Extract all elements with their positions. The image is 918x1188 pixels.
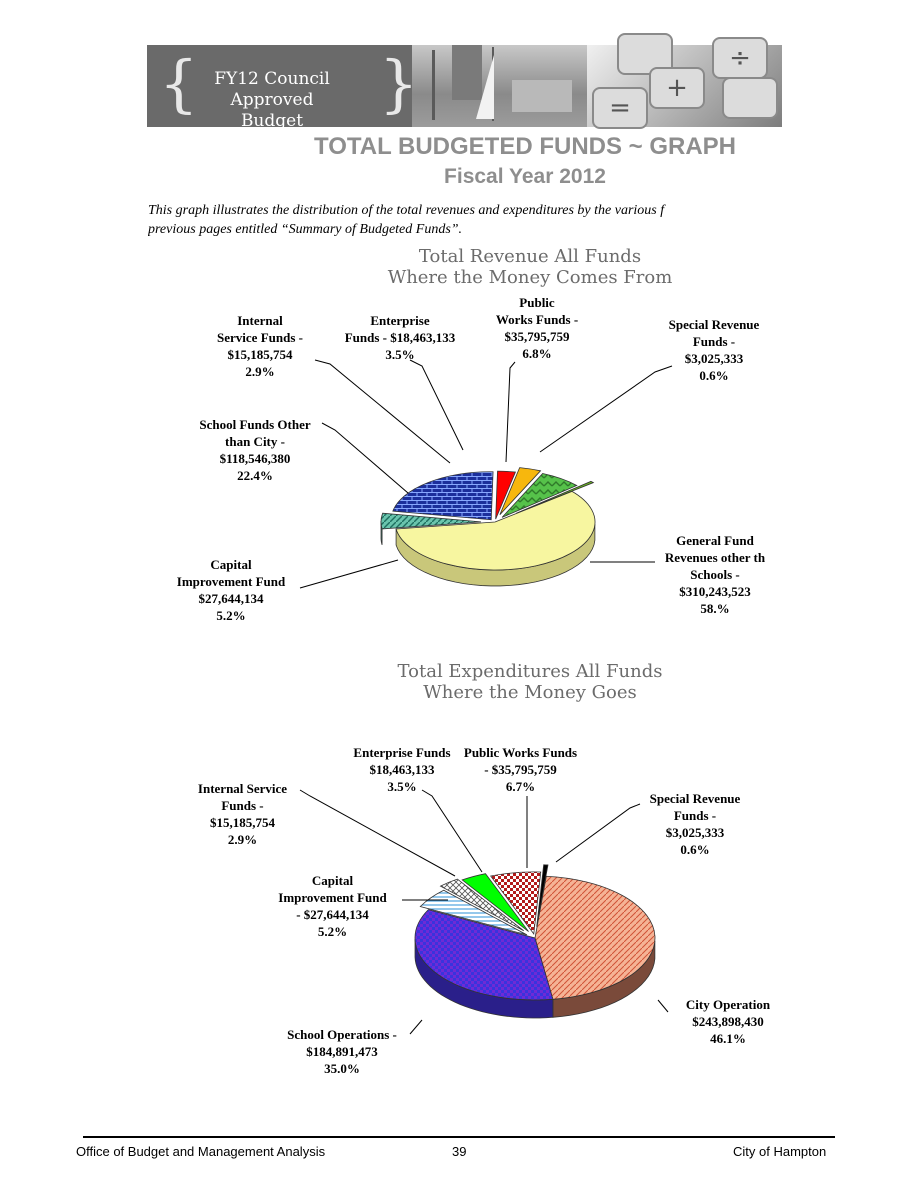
left-brace-glyph: { — [159, 47, 199, 120]
pie-slice-public-works-funds — [501, 473, 578, 518]
right-brace-glyph: } — [379, 47, 419, 120]
revenue-label-special-revenue: Special Revenue Funds - $3,025,333 0.6% — [668, 317, 760, 383]
revenue-label-school-other: School Funds Other than City - $118,546,… — [199, 417, 311, 483]
footer-city: City of Hampton — [733, 1144, 827, 1159]
expenditure-label-special-revenue: Special Revenue Funds - $3,025,333 0.6% — [649, 791, 741, 857]
footer-office: Office of Budget and Management Analysis — [76, 1144, 326, 1159]
pie-slice-general-fund-revenues-other-than-schools — [395, 490, 596, 571]
plus-key: + — [649, 67, 705, 109]
expenditure-label-internal-service: Internal Service Funds - $15,185,754 2.9… — [197, 781, 288, 847]
page-subtitle: Fiscal Year 2012 — [444, 165, 606, 188]
revenue-label-enterprise: Enterprise Funds - $18,463,133 3.5% — [344, 313, 456, 362]
leader-line-school-operations — [409, 1019, 423, 1035]
pie-slice-special-revenue-funds — [516, 480, 595, 514]
expenditure-subtitle: Where the Money Goes — [423, 682, 637, 703]
banner-title-line1: FY12 Council — [214, 69, 330, 89]
pie-slice-city-operations — [534, 875, 656, 1000]
expenditure-label-enterprise: Enterprise Funds $18,463,133 3.5% — [353, 745, 451, 794]
header-banner: { FY12 Council Approved Budget } + ÷ = — [147, 33, 782, 131]
revenue-subtitle: Where the Money Comes From — [387, 267, 673, 288]
leader-line-enterprise-funds — [409, 359, 464, 451]
pie-slice-enterprise-funds — [461, 873, 529, 932]
leader-line-internal-service-funds — [314, 359, 451, 464]
pie-slice-special-revenue-funds — [536, 864, 549, 927]
page-title: TOTAL BUDGETED FUNDS ~ GRAPH — [313, 133, 737, 160]
revenue-chart-title: Total Revenue All Funds Where the Money … — [330, 246, 730, 288]
revenue-label-capital: Capital Improvement Fund $27,644,134 5.2… — [176, 557, 286, 623]
expenditure-title: Total Expenditures All Funds — [397, 661, 663, 682]
building-column — [432, 50, 435, 120]
expenditure-label-school-operations: School Operations - $184,891,473 35.0% — [287, 1027, 397, 1076]
sail-shape — [476, 55, 494, 119]
intro-paragraph: This graph illustrates the distribution … — [148, 203, 665, 237]
pie-slice-school-operations — [414, 909, 554, 1001]
pie-slice-internal-service-funds — [495, 470, 517, 520]
revenue-label-internal-service: Internal Service Funds - $15,185,754 2.9… — [217, 313, 303, 379]
footer-page-number: 39 — [452, 1144, 467, 1159]
pie-slice-enterprise-funds — [499, 467, 542, 515]
banner-title-line2: Approved Budget — [230, 90, 314, 131]
marina-photo — [412, 45, 587, 127]
calculator-photo: + ÷ = — [587, 33, 782, 129]
expenditure-label-city-operations: City Operation $243,898,430 46.1% — [685, 997, 771, 1046]
leader-line-public-works-funds — [505, 361, 516, 463]
banner-title-panel: { FY12 Council Approved Budget } — [147, 45, 418, 131]
leader-line-special-revenue-funds — [555, 803, 641, 863]
revenue-label-public-works: Public Works Funds - $35,795,759 6.8% — [495, 295, 579, 361]
pie-slice-public-works-funds — [490, 871, 542, 935]
leader-line-internal-service-funds — [299, 789, 456, 877]
revenue-title: Total Revenue All Funds — [418, 246, 642, 267]
revenue-label-general-fund: General Fund Revenues other th Schools -… — [664, 533, 766, 616]
pie-slice-school-funds-other-than-city — [392, 471, 494, 521]
pie-slice-internal-service-funds — [439, 878, 524, 932]
equals-key: = — [592, 87, 648, 129]
leader-line-city-operations — [657, 999, 669, 1013]
calculator-key — [617, 33, 673, 75]
leader-line-school-funds-other-than-city — [321, 422, 409, 494]
pie-slice-capital-improvement-fund — [380, 512, 482, 530]
footer-rule — [83, 1136, 835, 1138]
leader-line-capital-improvement-fund — [299, 559, 399, 589]
leader-line-special-revenue-funds — [539, 365, 673, 453]
leader-line-enterprise-funds — [421, 789, 483, 873]
expenditure-chart-title: Total Expenditures All Funds Where the M… — [330, 661, 730, 703]
pie-slice-capital-improvement-fund — [419, 889, 528, 936]
expenditure-label-capital: Capital Improvement Fund - $27,644,134 5… — [278, 873, 387, 939]
banner-title: FY12 Council Approved Budget — [197, 69, 347, 132]
divide-key: ÷ — [712, 37, 768, 79]
boathouse — [512, 80, 572, 112]
calculator-key — [722, 77, 778, 119]
expenditure-label-public-works: Public Works Funds - $35,795,759 6.7% — [463, 745, 578, 794]
